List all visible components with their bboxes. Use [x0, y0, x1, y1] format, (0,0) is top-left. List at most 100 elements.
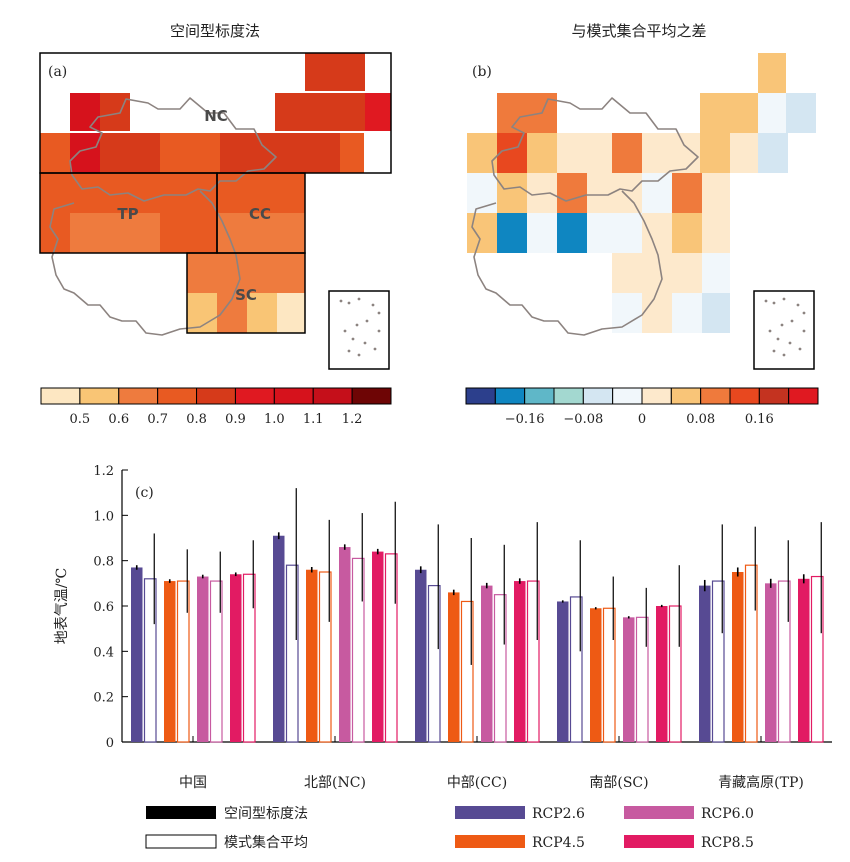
bar-spatial-rcp85 [656, 606, 668, 742]
map-a-grid-cell [247, 293, 277, 333]
y-tick-label: 0.6 [93, 600, 114, 615]
map-b-grid-cell [786, 93, 816, 133]
map-b [467, 53, 816, 370]
bar-spatial-rcp85 [372, 551, 384, 742]
island-mark [788, 341, 792, 345]
bar-ensemble-rcp45 [318, 571, 332, 743]
chart-panel-letter: (c) [135, 485, 154, 501]
y-tick-label: 0 [106, 736, 114, 751]
map-a-grid-cell [280, 133, 310, 173]
island-mark [343, 329, 347, 333]
region-label-tp: TP [117, 205, 138, 223]
island-mark [339, 299, 343, 303]
y-tick-label: 1.2 [93, 464, 114, 479]
legend-swatch-rcp26 [455, 806, 525, 819]
bar-ensemble-rcp60 [493, 594, 507, 743]
island-mark [355, 323, 359, 327]
island-mark [371, 303, 375, 307]
colorbar-a-swatch [234, 387, 275, 405]
island-mark [772, 301, 776, 305]
bar-ensemble-rcp45 [460, 600, 474, 743]
bar-ensemble-rcp85 [810, 575, 824, 743]
colorbar-a-tick-label: 0.7 [147, 412, 168, 427]
colorbar-a-tick-label: 0.6 [108, 412, 129, 427]
map-a-grid-cell [187, 253, 305, 293]
map-a-grid-cell [365, 93, 391, 131]
bar-spatial-rcp60 [765, 583, 777, 742]
colorbar-b-swatch [465, 387, 496, 405]
colorbar-a-swatch [312, 387, 353, 405]
bar-ensemble-rcp26 [711, 580, 725, 743]
region-box-sc [186, 252, 306, 334]
map-a-grid-cell [275, 93, 305, 131]
island-mark [790, 319, 794, 323]
map-b-grid-cell [758, 133, 788, 173]
legend-label-rcp60: RCP6.0 [701, 806, 754, 822]
bar-spatial-rcp60 [197, 576, 209, 742]
bar-spatial-rcp26 [699, 585, 711, 742]
island-mark [764, 299, 768, 303]
map-a-grid-cell [220, 133, 250, 173]
map-b-grid-cell [672, 293, 702, 333]
map-a-grid-cell [305, 93, 335, 131]
map-b-grid-cell [612, 293, 642, 333]
legend-label-rcp45: RCP4.5 [532, 835, 585, 851]
x-category-label: 青藏高原(TP) [718, 774, 804, 791]
colorbar-a-swatch [157, 387, 198, 405]
colorbar-a-swatch [40, 387, 81, 405]
island-mark [802, 329, 806, 333]
x-category-label: 北部(NC) [304, 775, 366, 791]
island-mark [802, 311, 806, 315]
map-a-grid-cell [277, 293, 305, 333]
bar-chart: 0 0.2 0.4 0.6 0.8 1.0 1.2 中国 北部(NC) 中部(CC) 南部(SC) 青… [93, 464, 832, 791]
colorbar-b-swatch [788, 387, 819, 405]
map-b-grid-cell [612, 133, 642, 173]
colorbar-a-swatch [118, 387, 159, 405]
map-b-grid-cell [642, 213, 672, 253]
bar-ensemble-rcp45 [744, 564, 758, 743]
south-china-sea-inset [328, 290, 390, 370]
colorbar-b-tick-label: 0.08 [686, 412, 715, 427]
colorbar-a-tick-label: 0.5 [70, 412, 91, 427]
colorbar-b-swatch [700, 387, 731, 405]
map-a-title: 空间型标度法 [170, 22, 260, 40]
colorbar-b-swatch [524, 387, 555, 405]
legend-swatch-rcp60 [624, 806, 694, 819]
island-mark [357, 297, 361, 301]
map-b-grid-cell [497, 213, 527, 253]
region-label-cc: CC [249, 205, 271, 223]
legend-label-spatial: 空间型标度法 [224, 806, 308, 822]
map-a-grid-cell [160, 213, 190, 253]
bar-ensemble-rcp85 [384, 553, 398, 743]
colorbar-b-tick-label: 0 [638, 412, 646, 427]
island-mark [782, 353, 786, 357]
island-mark [377, 311, 381, 315]
region-label-nc: NC [204, 107, 228, 125]
map-b-grid-cell [642, 133, 700, 173]
island-mark [772, 349, 776, 353]
bar-ensemble-rcp85 [526, 580, 540, 743]
map-a-grid-cell [160, 133, 220, 173]
colorbar-a-tick-label: 0.9 [225, 412, 246, 427]
y-tick-label: 0.8 [93, 555, 114, 570]
map-a-panel-letter: (a) [48, 64, 67, 80]
island-mark [768, 329, 772, 333]
map-a-grid-cell [40, 173, 305, 213]
colorbar-a-swatch [273, 387, 314, 405]
legend-swatch-ensemble [145, 834, 217, 849]
map-a-grid-cell [217, 213, 305, 253]
legend-label-rcp26: RCP2.6 [532, 806, 585, 822]
map-b-grid-cell [612, 253, 672, 293]
bar-ensemble-rcp45 [602, 607, 616, 743]
bar-spatial-rcp85 [798, 578, 810, 742]
map-a-grid-cell [250, 133, 280, 173]
island-mark [780, 323, 784, 327]
colorbar-a-swatch [351, 387, 392, 405]
bar-ensemble-rcp85 [668, 605, 682, 743]
map-b-grid-cell [497, 133, 527, 173]
map-b-grid-cell [642, 173, 672, 213]
map-a-grid-cell [187, 293, 217, 333]
bar-spatial-rcp45 [306, 569, 318, 742]
chart-legend: 空间型标度法 模式集合平均 RCP2.6 RCP4.5 RCP6.0 RCP8.5 [145, 806, 754, 851]
map-b-grid-cell [700, 133, 730, 173]
